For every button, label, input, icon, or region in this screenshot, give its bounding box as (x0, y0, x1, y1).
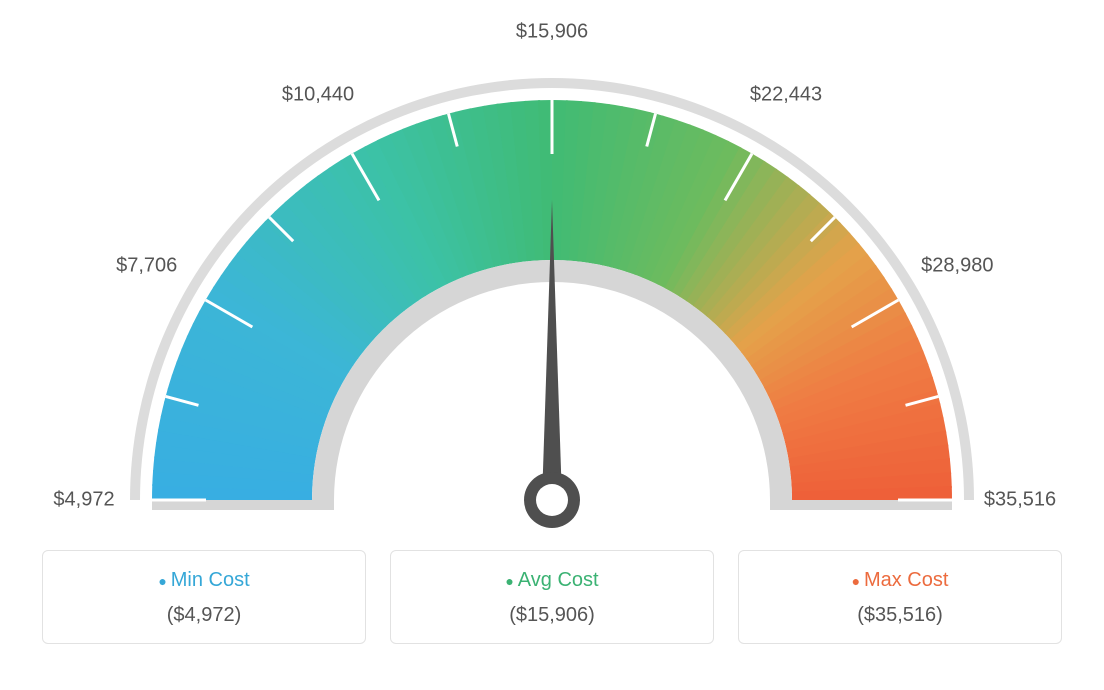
gauge-tick-label: $10,440 (282, 83, 354, 106)
gauge-tick-label: $4,972 (53, 489, 114, 512)
legend-row: Min Cost ($4,972) Avg Cost ($15,906) Max… (0, 550, 1104, 644)
gauge-chart: $4,972 $7,706 $10,440 $15,906 $22,443 $28,980… (0, 0, 1104, 540)
legend-card-avg: Avg Cost ($15,906) (390, 550, 714, 644)
legend-min-value: ($4,972) (53, 604, 355, 627)
gauge-tick-label: $35,516 (984, 489, 1056, 512)
gauge-tick-label: $15,906 (516, 21, 588, 44)
legend-max-title: Max Cost (749, 569, 1051, 592)
gauge-tick-label: $28,980 (921, 255, 993, 278)
legend-card-min: Min Cost ($4,972) (42, 550, 366, 644)
legend-max-value: ($35,516) (749, 604, 1051, 627)
legend-min-title: Min Cost (53, 569, 355, 592)
gauge-tick-label: $7,706 (116, 255, 177, 278)
gauge-tick-label: $22,443 (750, 83, 822, 106)
legend-card-max: Max Cost ($35,516) (738, 550, 1062, 644)
legend-avg-title: Avg Cost (401, 569, 703, 592)
legend-avg-value: ($15,906) (401, 604, 703, 627)
